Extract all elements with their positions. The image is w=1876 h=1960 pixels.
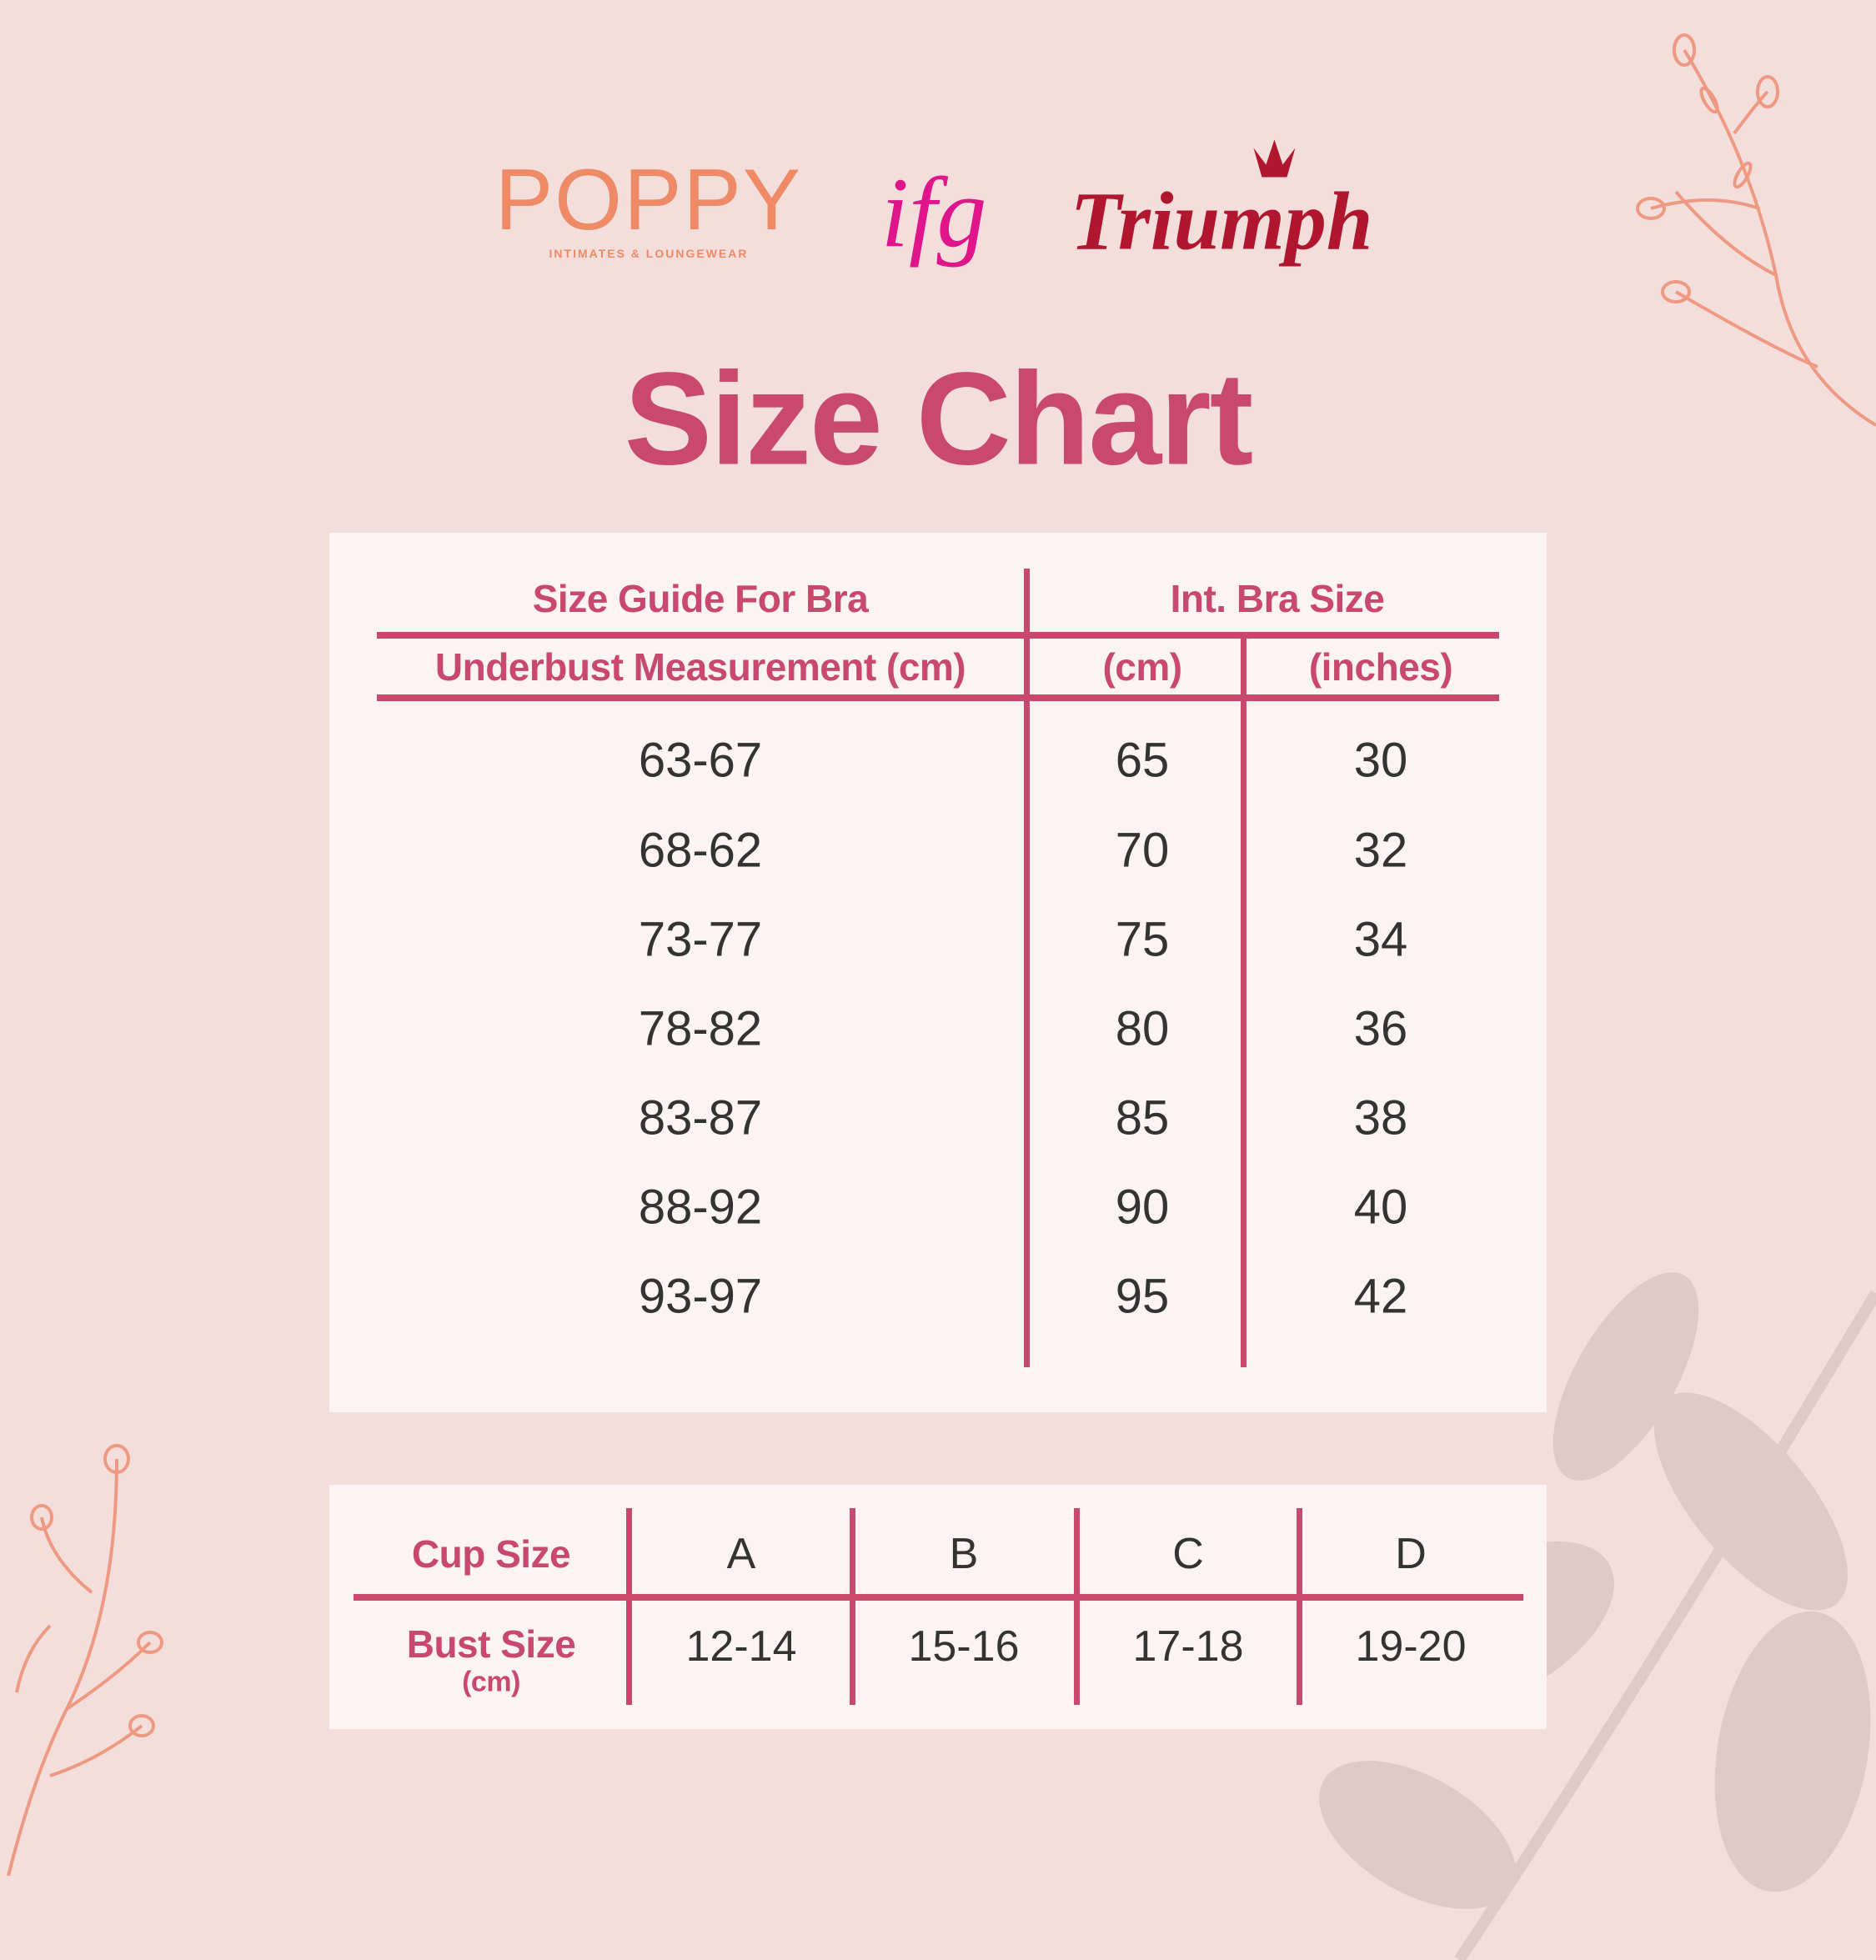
bust-size-cell: 17-18: [1132, 1622, 1244, 1671]
poppy-logo: POPPY INTIMATES & LOUNGEWEAR: [495, 157, 802, 260]
cup-letter-cell: A: [726, 1530, 756, 1578]
underbust-cell: 78-82: [638, 1001, 763, 1056]
underbust-cell: 63-67: [638, 733, 763, 788]
int-size-cm-cell: 90: [1115, 1180, 1170, 1235]
poppy-logo-text: POPPY: [494, 152, 803, 248]
ifg-logo: ifg: [880, 157, 987, 268]
underbust-cell: 68-62: [638, 823, 763, 878]
int-size-cm-cell: 70: [1115, 823, 1170, 878]
divider: [377, 632, 1499, 639]
floral-branch-bottom-left: [7, 1444, 163, 1876]
cup-size-table: [329, 1485, 1547, 1729]
page-title: Size Chart: [624, 345, 1254, 493]
cup-letter-cell: D: [1395, 1530, 1427, 1578]
int-size-cm-cell: 95: [1115, 1269, 1170, 1324]
divider: [850, 1508, 855, 1705]
int-size-inches-cell: 38: [1353, 1090, 1408, 1145]
cup-size-label: Cup Size: [411, 1532, 571, 1576]
int-size-inches-cell: 30: [1353, 733, 1408, 788]
poppy-logo-tagline: INTIMATES & LOUNGEWEAR: [549, 247, 749, 260]
triumph-logo: Triumph: [1070, 139, 1373, 269]
int-size-cm-cell: 65: [1115, 733, 1170, 788]
crown-icon: [1253, 139, 1296, 178]
divider: [377, 694, 1499, 701]
int-size-inches-cell: 42: [1353, 1269, 1408, 1324]
divider: [1024, 569, 1030, 1367]
divider: [1297, 1508, 1302, 1705]
header-size-guide: Size Guide For Bra: [532, 577, 869, 620]
int-size-inches-cell: 36: [1353, 1001, 1408, 1056]
underbust-cell: 93-97: [638, 1269, 763, 1324]
int-size-inches-cell: 34: [1353, 912, 1408, 967]
floral-branch-top-right: [1636, 33, 1876, 427]
bust-size-cell: 19-20: [1355, 1622, 1467, 1671]
bust-size-unit: (cm): [462, 1666, 520, 1698]
bust-size-label: Bust Size: [406, 1622, 576, 1666]
bust-size-cell: 15-16: [908, 1622, 1020, 1671]
int-size-inches-cell: 32: [1353, 823, 1408, 878]
subheader-cm: (cm): [1102, 645, 1182, 689]
triumph-logo-text: Triumph: [1070, 174, 1373, 268]
subheader-inches: (inches): [1308, 645, 1453, 689]
divider: [354, 1594, 1523, 1601]
cup-letter-cell: B: [949, 1530, 979, 1578]
bra-size-table: [329, 533, 1547, 1412]
header-int-bra-size: Int. Bra Size: [1170, 577, 1385, 620]
underbust-cell: 73-77: [638, 912, 763, 967]
divider: [1074, 1508, 1080, 1705]
int-size-cm-cell: 80: [1115, 1001, 1170, 1056]
underbust-cell: 83-87: [638, 1090, 763, 1145]
divider: [1241, 635, 1246, 1367]
underbust-cell: 88-92: [638, 1180, 763, 1235]
bust-size-cell: 12-14: [685, 1622, 797, 1671]
int-size-inches-cell: 40: [1353, 1180, 1408, 1235]
divider: [626, 1508, 632, 1705]
cup-letter-cell: C: [1172, 1530, 1204, 1578]
int-size-cm-cell: 75: [1115, 912, 1170, 967]
subheader-underbust: Underbust Measurement (cm): [434, 645, 966, 689]
int-size-cm-cell: 85: [1115, 1090, 1170, 1145]
